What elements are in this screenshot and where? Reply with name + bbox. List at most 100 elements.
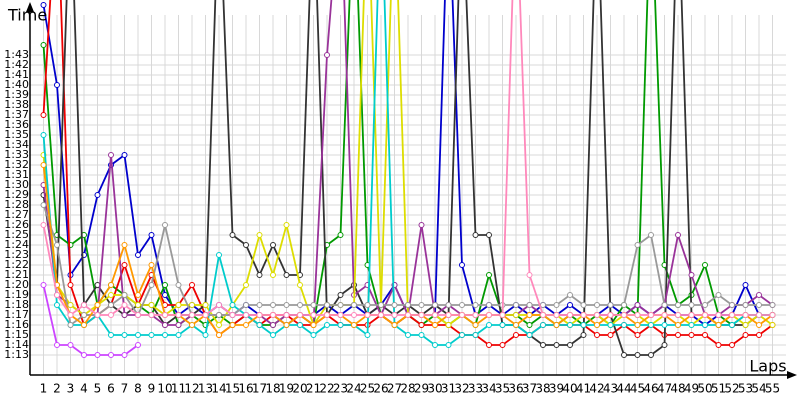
point xyxy=(121,152,128,158)
x-tick-label: 42 xyxy=(589,382,604,396)
y-tick-label: 1:35 xyxy=(4,128,29,141)
point xyxy=(54,292,60,298)
point xyxy=(702,322,708,328)
point xyxy=(702,332,708,338)
point xyxy=(634,302,641,308)
x-tick-label: 28 xyxy=(400,382,415,396)
x-tick-label: 39 xyxy=(549,382,564,396)
y-tick-label: 1:36 xyxy=(4,118,29,131)
point xyxy=(67,312,74,318)
point xyxy=(526,332,533,338)
point xyxy=(688,322,695,328)
y-tick-label: 1:14 xyxy=(4,338,29,351)
point xyxy=(337,292,344,298)
point xyxy=(256,272,263,278)
x-axis-arrow xyxy=(787,371,797,379)
x-tick-label: 24 xyxy=(346,382,361,396)
point xyxy=(189,302,195,308)
point xyxy=(94,352,101,358)
point xyxy=(40,132,47,138)
point xyxy=(702,302,708,308)
point xyxy=(337,312,344,318)
point xyxy=(121,312,128,318)
point xyxy=(405,302,411,308)
plot-area xyxy=(40,0,776,358)
y-tick-label: 1:42 xyxy=(4,58,29,71)
point xyxy=(121,262,128,268)
x-tick-label: 9 xyxy=(148,382,156,396)
y-tick-label: 1:27 xyxy=(4,208,29,221)
point xyxy=(121,302,128,308)
point xyxy=(499,342,506,348)
y-tick-label: 1:34 xyxy=(4,138,29,151)
point xyxy=(729,322,735,328)
point xyxy=(40,282,47,288)
x-tick-label: 44 xyxy=(616,382,631,396)
point xyxy=(688,332,695,338)
point xyxy=(634,312,641,318)
y-tick-label: 1:23 xyxy=(4,248,29,261)
point xyxy=(216,332,222,338)
x-tick-label: 21 xyxy=(306,382,321,396)
point xyxy=(243,322,249,328)
point xyxy=(661,322,668,328)
point xyxy=(283,302,290,308)
y-tick-label: 1:41 xyxy=(4,68,29,81)
point xyxy=(108,332,114,338)
y-axis-arrow xyxy=(26,2,34,12)
point xyxy=(540,312,546,318)
point xyxy=(553,302,560,308)
point xyxy=(729,342,735,348)
y-tick-label: 1:29 xyxy=(4,188,29,201)
point xyxy=(675,232,681,238)
point xyxy=(108,282,114,288)
point xyxy=(67,322,74,328)
point xyxy=(364,312,371,318)
point xyxy=(675,322,681,328)
point xyxy=(270,272,276,278)
x-tick-label: 31 xyxy=(441,382,456,396)
point xyxy=(769,312,776,318)
x-tick-label: 11 xyxy=(171,382,186,396)
point xyxy=(432,322,438,328)
point xyxy=(459,332,465,338)
x-tick-label: 16 xyxy=(238,382,253,396)
y-tick-label: 1:38 xyxy=(4,98,29,111)
point xyxy=(270,302,276,308)
point xyxy=(418,302,425,308)
point xyxy=(472,232,479,238)
point xyxy=(675,332,681,338)
point xyxy=(594,332,600,338)
point xyxy=(270,322,276,328)
point xyxy=(40,42,47,48)
x-tick-label: 2 xyxy=(53,382,61,396)
point xyxy=(459,302,465,308)
point xyxy=(418,332,425,338)
point xyxy=(648,322,654,328)
x-axis-title: Laps xyxy=(749,357,786,376)
point xyxy=(688,312,695,318)
point xyxy=(580,332,587,338)
point xyxy=(756,322,762,328)
point xyxy=(148,262,155,268)
point xyxy=(445,312,452,318)
point xyxy=(162,322,168,328)
point xyxy=(189,322,195,328)
point xyxy=(351,312,357,318)
point xyxy=(337,322,344,328)
point xyxy=(81,302,87,308)
point xyxy=(256,322,263,328)
point xyxy=(243,312,249,318)
point xyxy=(715,322,722,328)
x-tick-label: 20 xyxy=(292,382,307,396)
x-tick-label: 43 xyxy=(603,382,618,396)
x-tick-label: 47 xyxy=(657,382,672,396)
point xyxy=(324,302,330,308)
point xyxy=(162,292,168,298)
x-tick-label: 13 xyxy=(198,382,213,396)
point xyxy=(162,312,168,318)
point xyxy=(648,352,654,358)
point xyxy=(594,302,600,308)
point xyxy=(67,302,74,308)
point xyxy=(256,302,263,308)
